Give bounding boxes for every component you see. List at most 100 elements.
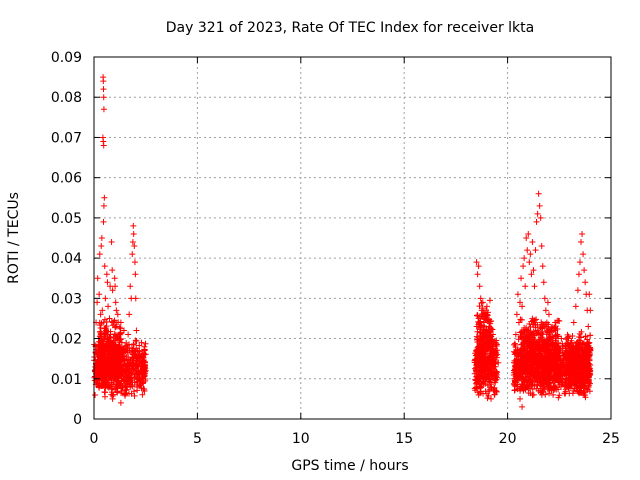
data-point (92, 367, 99, 374)
data-point (570, 319, 577, 326)
data-point (482, 381, 489, 388)
data-point (138, 385, 145, 392)
data-point (474, 361, 481, 368)
data-point (558, 335, 565, 342)
data-point (552, 347, 559, 354)
data-point (572, 349, 579, 356)
data-point (131, 259, 138, 266)
data-point (142, 340, 149, 347)
data-point (518, 316, 525, 323)
data-point (131, 243, 138, 250)
data-point (487, 347, 494, 354)
data-point (536, 337, 543, 344)
data-point (121, 382, 128, 389)
data-point (576, 337, 583, 344)
data-point (587, 307, 594, 314)
data-point (484, 382, 491, 389)
data-point (478, 307, 485, 314)
data-point (525, 230, 532, 237)
data-point (530, 346, 537, 353)
data-point (126, 380, 133, 387)
data-point (579, 230, 586, 237)
data-point (477, 295, 484, 302)
data-point (551, 324, 558, 331)
data-point (485, 392, 492, 399)
data-point (578, 239, 585, 246)
data-point (125, 331, 132, 338)
data-point (519, 303, 526, 310)
data-point (476, 341, 483, 348)
data-point (484, 339, 491, 346)
data-point (525, 385, 532, 392)
data-point (585, 383, 592, 390)
data-point (529, 386, 536, 393)
data-point (108, 318, 115, 325)
data-point (100, 86, 107, 93)
data-point (541, 295, 548, 302)
data-point (482, 373, 489, 380)
data-point (543, 376, 550, 383)
data-point (130, 222, 137, 229)
data-point (550, 339, 557, 346)
y-tick-label: 0.08 (51, 90, 82, 106)
data-point (123, 373, 130, 380)
axis-ticks (93, 56, 612, 420)
data-point (536, 360, 543, 367)
data-point (511, 340, 518, 347)
data-point (520, 382, 527, 389)
data-point (556, 392, 563, 399)
data-point (474, 271, 481, 278)
x-tick-label: 10 (292, 431, 310, 447)
data-point (531, 349, 538, 356)
data-point (474, 312, 481, 319)
data-point (116, 372, 123, 379)
data-point (142, 368, 149, 375)
data-point (118, 339, 125, 346)
data-point (555, 386, 562, 393)
data-point (112, 299, 119, 306)
data-point (539, 263, 546, 270)
data-point (132, 374, 139, 381)
data-point (521, 355, 528, 362)
data-point (575, 271, 582, 278)
data-point (494, 351, 501, 358)
data-point (98, 320, 105, 327)
data-point (482, 332, 489, 339)
data-point (492, 379, 499, 386)
data-point (105, 339, 112, 346)
plot-frame (93, 56, 612, 420)
data-point (128, 361, 135, 368)
data-point (566, 372, 573, 379)
data-point (554, 375, 561, 382)
data-point (121, 376, 128, 383)
data-point (548, 327, 555, 334)
data-point (102, 389, 109, 396)
data-point (562, 386, 569, 393)
data-point (111, 361, 118, 368)
data-point (537, 214, 544, 221)
data-point (585, 323, 592, 330)
data-point (546, 360, 553, 367)
data-point (525, 366, 532, 373)
data-point (110, 319, 117, 326)
data-point (580, 385, 587, 392)
data-point (475, 378, 482, 385)
data-point (521, 255, 528, 262)
data-point (129, 382, 136, 389)
data-point (140, 371, 147, 378)
data-point (491, 363, 498, 370)
data-point (564, 363, 571, 370)
data-point (513, 311, 520, 318)
data-point (525, 350, 531, 357)
data-point (129, 351, 136, 358)
data-point (511, 375, 518, 382)
data-point (97, 371, 104, 378)
data-point (544, 299, 551, 306)
data-point (551, 352, 558, 359)
data-point (487, 370, 494, 377)
data-point (114, 311, 121, 318)
data-point (473, 368, 480, 375)
data-point (113, 323, 120, 330)
data-point (121, 356, 128, 363)
